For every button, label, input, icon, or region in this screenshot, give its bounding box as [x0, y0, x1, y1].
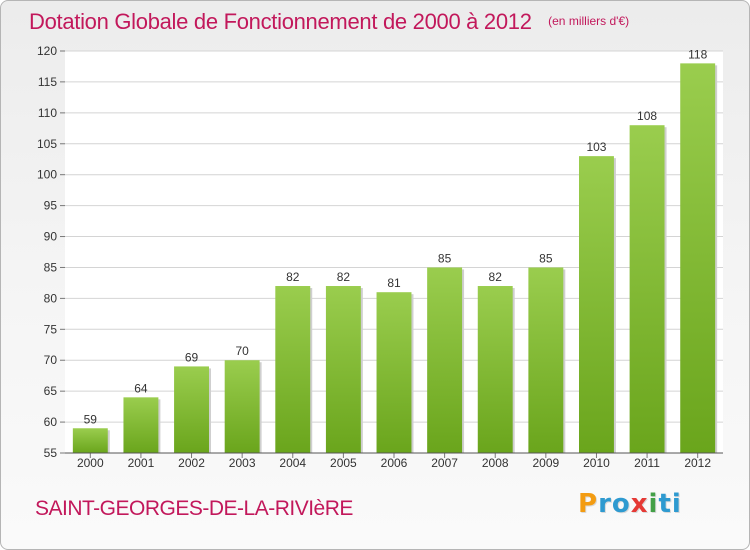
data-label: 82 [489, 270, 503, 284]
y-tick-label: 110 [38, 106, 57, 120]
commune-name: SAINT-GEORGES-DE-LA-RIVIèRE [35, 497, 353, 520]
data-label: 59 [84, 412, 98, 426]
y-tick-label: 90 [44, 230, 58, 244]
data-label: 103 [586, 140, 606, 154]
bar [325, 286, 361, 453]
x-tick-label: 2009 [532, 456, 559, 470]
y-tick-label: 85 [44, 260, 58, 274]
bar [275, 286, 311, 453]
data-label: 70 [235, 344, 249, 358]
y-tick-label: 95 [44, 199, 58, 213]
y-tick-label: 105 [37, 137, 57, 151]
logo-letter: x [630, 489, 649, 519]
y-tick-label: 100 [37, 168, 57, 182]
y-tick-label: 75 [44, 322, 58, 336]
bar [72, 428, 108, 453]
bar [174, 366, 210, 453]
logo-letter: r [598, 489, 612, 519]
y-tick-label: 60 [44, 415, 58, 429]
x-tick-label: 2000 [77, 456, 104, 470]
y-tick-label: 65 [44, 384, 58, 398]
data-label: 82 [337, 270, 351, 284]
x-tick-label: 2001 [128, 456, 155, 470]
data-label: 81 [387, 276, 401, 290]
x-tick-label: 2007 [431, 456, 458, 470]
logo-letter: P [578, 489, 599, 519]
data-label: 69 [185, 350, 199, 364]
logo-letter: t [658, 489, 672, 519]
y-tick-label: 80 [44, 291, 58, 305]
data-label: 85 [539, 251, 553, 265]
data-label: 85 [438, 251, 452, 265]
bar [528, 267, 564, 453]
logo-letter: o [611, 489, 631, 519]
y-tick-label: 55 [44, 446, 58, 460]
x-tick-label: 2002 [178, 456, 205, 470]
bar [629, 125, 665, 453]
chart-subtitle: (en milliers d'€) [548, 14, 630, 28]
bar [224, 360, 260, 453]
data-label: 118 [688, 47, 707, 61]
y-tick-label: 115 [38, 75, 57, 89]
x-tick-label: 2004 [279, 456, 306, 470]
x-tick-label: 2008 [482, 456, 509, 470]
title-row: Dotation Globale de Fonctionnement de 20… [29, 9, 629, 35]
x-tick-label: 2012 [684, 456, 711, 470]
x-tick-label: 2005 [330, 456, 357, 470]
x-tick-label: 2010 [583, 456, 610, 470]
logo-letter: i [671, 489, 682, 519]
bar [578, 156, 614, 453]
data-label: 108 [637, 109, 657, 123]
x-tick-label: 2003 [229, 456, 256, 470]
bar [477, 286, 513, 453]
logo-letter: i [648, 489, 659, 519]
chart-title: Dotation Globale de Fonctionnement de 20… [29, 9, 532, 34]
data-label: 64 [134, 381, 148, 395]
proxiti-logo: Proxiti [578, 489, 682, 519]
bar [123, 397, 159, 453]
x-tick-label: 2011 [634, 456, 660, 470]
bar [680, 63, 716, 453]
y-tick-label: 70 [44, 353, 58, 367]
bar [376, 292, 412, 453]
bar [427, 267, 463, 453]
y-tick-label: 120 [37, 44, 57, 58]
data-label: 82 [286, 270, 300, 284]
x-tick-label: 2006 [381, 456, 408, 470]
